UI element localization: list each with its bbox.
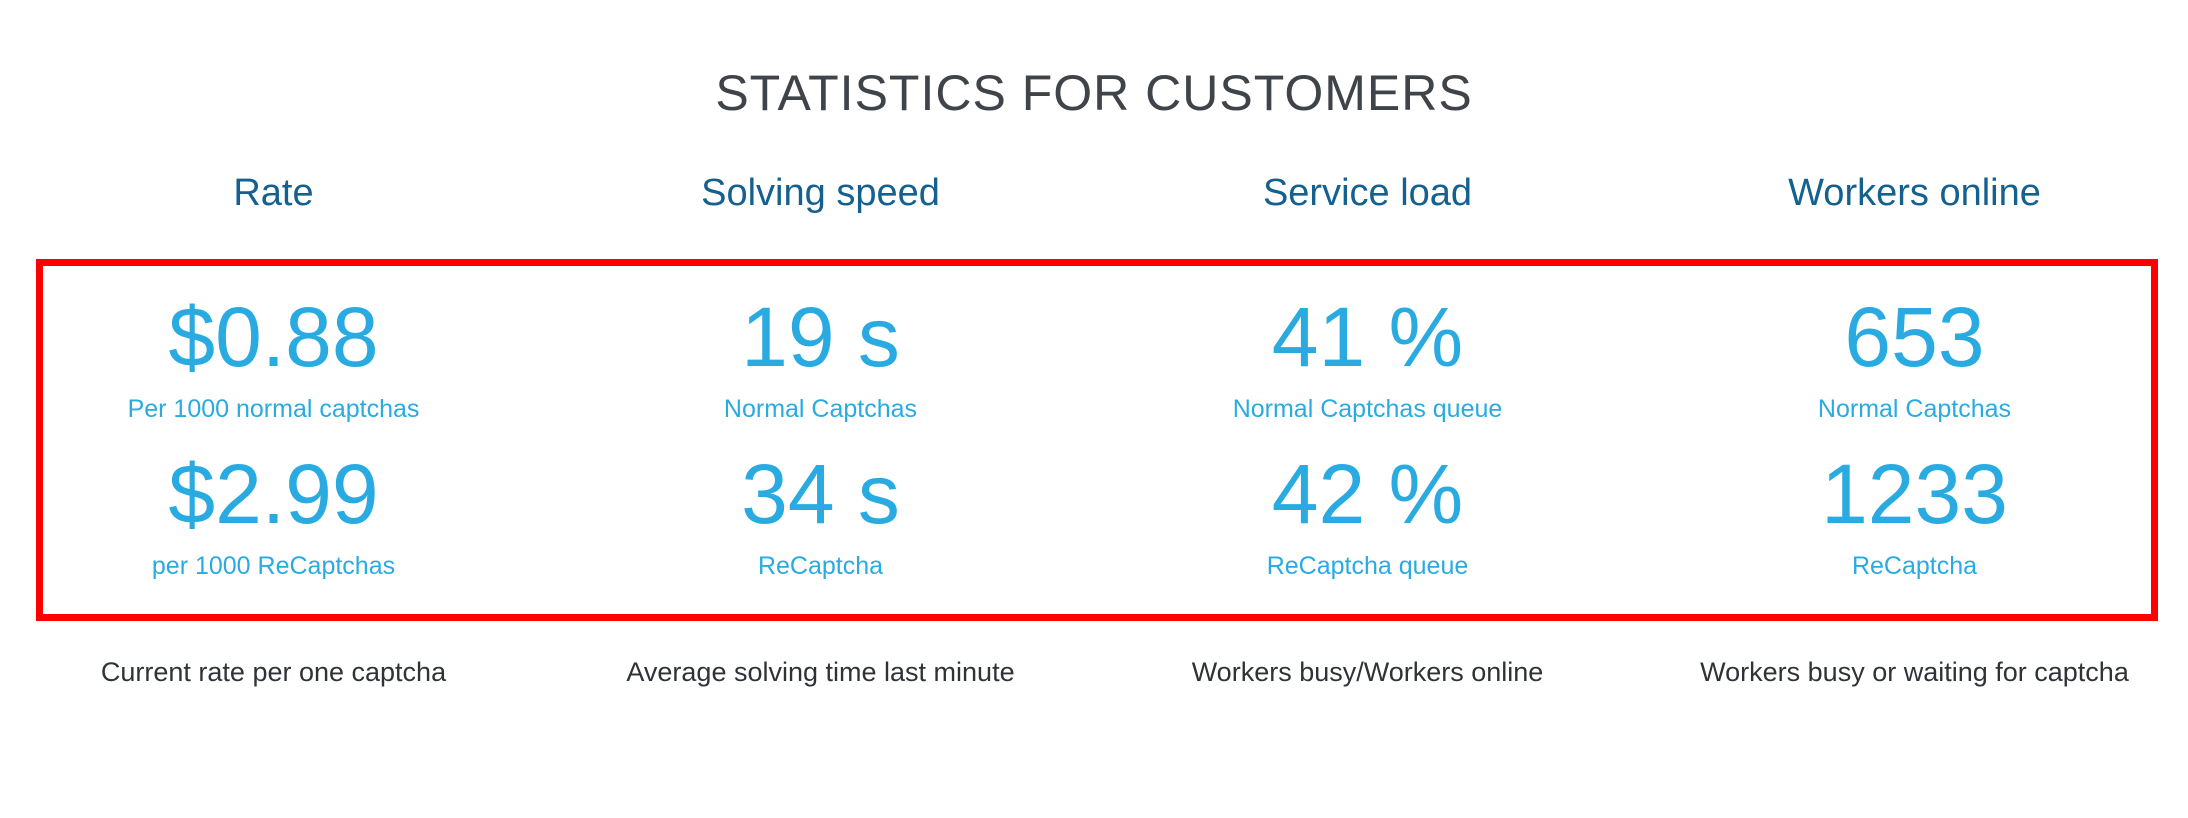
stats-column-rate: $0.88 Per 1000 normal captchas $2.99 per… xyxy=(0,293,547,607)
stat-label: Normal Captchas queue xyxy=(1232,395,1503,424)
stat-value: $2.99 xyxy=(168,447,379,542)
stat-normal-workers: 653 Normal Captchas xyxy=(1641,293,2188,424)
stat-recaptcha-rate: $2.99 per 1000 ReCaptchas xyxy=(0,450,547,581)
stat-value: $0.88 xyxy=(168,290,379,384)
column-header-rate: Rate xyxy=(233,172,314,214)
stat-label: Per 1000 normal captchas xyxy=(127,395,420,424)
description-solving-speed: Average solving time last minute xyxy=(626,657,1015,688)
stat-value: 1233 xyxy=(1821,447,2008,542)
stat-label: ReCaptcha xyxy=(1851,552,1978,581)
column-header-solving-speed: Solving speed xyxy=(701,172,940,214)
stat-normal-rate: $0.88 Per 1000 normal captchas xyxy=(0,293,547,424)
stat-label: per 1000 ReCaptchas xyxy=(151,552,396,581)
column-header-workers-online: Workers online xyxy=(1788,172,2041,214)
stat-value: 653 xyxy=(1844,290,1985,384)
stat-value: 41 % xyxy=(1271,290,1464,384)
stats-grid: $0.88 Per 1000 normal captchas $2.99 per… xyxy=(0,259,2188,621)
stat-recaptcha-speed: 34 s ReCaptcha xyxy=(547,450,1094,581)
stat-label: ReCaptcha queue xyxy=(1266,552,1469,581)
column-descriptions-row: Current rate per one captcha Average sol… xyxy=(0,657,2188,688)
stats-column-workers-online: 653 Normal Captchas 1233 ReCaptcha xyxy=(1641,293,2188,607)
stat-label: ReCaptcha xyxy=(757,552,884,581)
column-headers-row: Rate Solving speed Service load Workers … xyxy=(0,172,2188,215)
statistics-for-customers-section: STATISTICS FOR CUSTOMERS Rate Solving sp… xyxy=(0,64,2188,688)
stats-column-service-load: 41 % Normal Captchas queue 42 % ReCaptch… xyxy=(1094,293,1641,607)
stat-recaptcha-queue: 42 % ReCaptcha queue xyxy=(1094,450,1641,581)
stat-value: 19 s xyxy=(741,290,900,384)
stat-label: Normal Captchas xyxy=(1817,395,2012,424)
page-title: STATISTICS FOR CUSTOMERS xyxy=(715,65,1473,121)
stats-values-area: $0.88 Per 1000 normal captchas $2.99 per… xyxy=(0,259,2188,622)
description-rate: Current rate per one captcha xyxy=(100,657,447,688)
stat-value: 42 % xyxy=(1271,447,1464,542)
stat-recaptcha-workers: 1233 ReCaptcha xyxy=(1641,450,2188,581)
stat-normal-speed: 19 s Normal Captchas xyxy=(547,293,1094,424)
stat-normal-queue: 41 % Normal Captchas queue xyxy=(1094,293,1641,424)
description-workers-online: Workers busy or waiting for captcha xyxy=(1700,657,2129,688)
column-header-service-load: Service load xyxy=(1262,172,1473,214)
stat-label: Normal Captchas xyxy=(723,395,918,424)
stats-column-solving-speed: 19 s Normal Captchas 34 s ReCaptcha xyxy=(547,293,1094,607)
description-service-load: Workers busy/Workers online xyxy=(1191,657,1544,688)
stat-value: 34 s xyxy=(741,447,900,542)
